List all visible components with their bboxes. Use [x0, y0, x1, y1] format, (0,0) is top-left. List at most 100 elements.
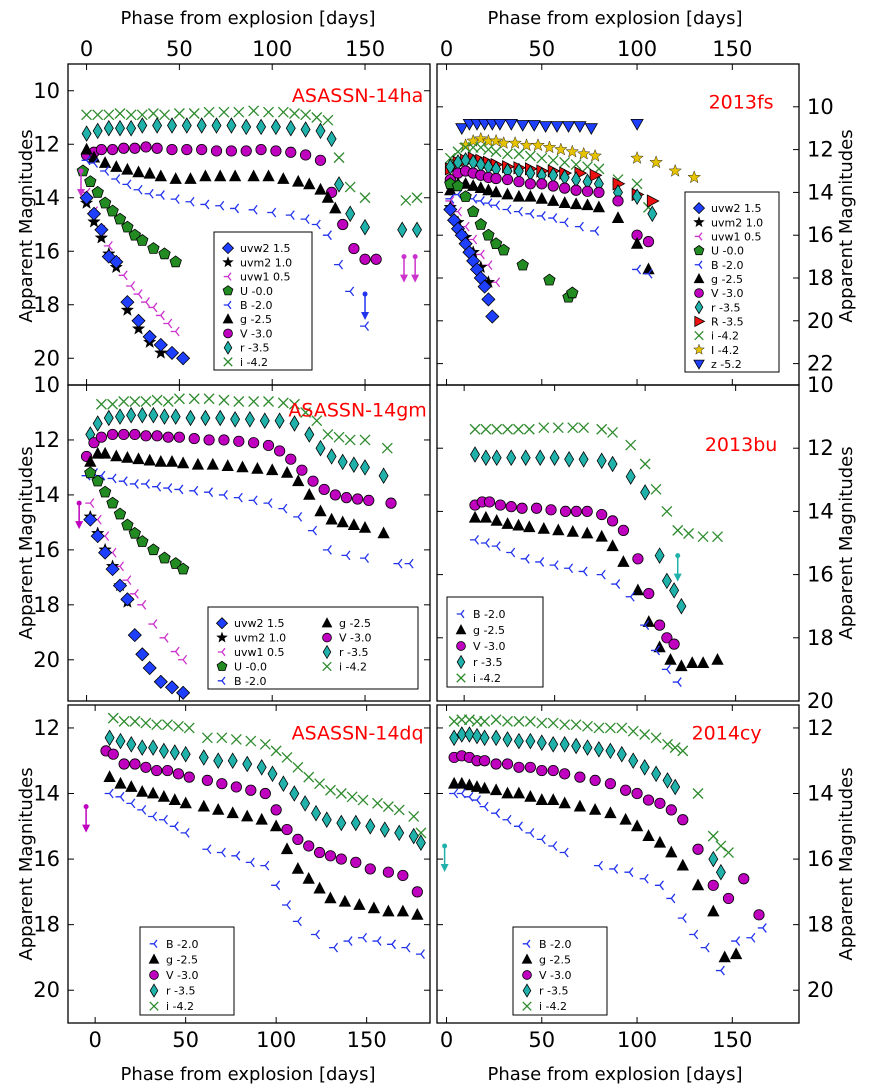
legend-marker-V	[223, 328, 233, 339]
point-g	[214, 169, 227, 182]
series-i	[444, 142, 654, 213]
point-r	[651, 765, 662, 783]
point-B	[502, 814, 512, 825]
point-i	[136, 109, 148, 121]
point-V	[216, 778, 228, 790]
point-i	[107, 712, 119, 724]
point-g	[329, 201, 342, 214]
y-tick-label: 10	[807, 373, 834, 397]
point-g	[277, 172, 290, 184]
point-B	[230, 203, 240, 214]
point-r	[311, 804, 321, 822]
point-V	[240, 145, 252, 157]
point-V	[225, 145, 237, 157]
point-r	[81, 125, 92, 142]
point-V	[337, 218, 349, 231]
point-uvw1	[170, 326, 180, 337]
point-B	[267, 207, 277, 218]
point-B	[700, 942, 710, 953]
point-r	[185, 409, 196, 427]
point-V	[300, 149, 312, 161]
point-U	[467, 205, 480, 217]
point-g	[691, 878, 705, 891]
point-V	[329, 489, 341, 501]
legend-marker-uvw2	[692, 202, 706, 215]
point-V	[140, 761, 152, 773]
point-i	[259, 738, 271, 750]
point-i	[593, 722, 605, 734]
point-z	[455, 123, 469, 136]
point-g	[512, 518, 525, 531]
series-V	[80, 428, 397, 509]
point-i	[381, 442, 393, 454]
point-r	[180, 745, 191, 763]
point-B	[248, 495, 258, 506]
point-V	[677, 814, 689, 826]
point-i	[513, 148, 525, 160]
point-B	[731, 936, 741, 946]
point-r	[200, 409, 211, 427]
point-i	[263, 396, 274, 407]
legend-marker-I	[693, 343, 705, 355]
legend-label: B -2.0	[234, 675, 267, 688]
point-B	[158, 814, 168, 825]
point-g	[478, 781, 491, 794]
point-V	[255, 144, 267, 156]
point-r	[662, 772, 673, 789]
point-g	[501, 786, 514, 799]
point-r	[315, 122, 326, 140]
point-B	[574, 221, 584, 232]
point-r	[661, 572, 672, 590]
point-g	[314, 504, 327, 517]
legend-marker-B	[522, 939, 531, 949]
point-r	[449, 729, 460, 747]
point-uvm2	[120, 303, 135, 316]
point-V	[382, 866, 394, 878]
point-r	[159, 408, 170, 425]
series-z	[455, 119, 644, 136]
point-i	[333, 152, 345, 164]
series-i	[81, 105, 423, 206]
legend-marker-r	[694, 300, 704, 315]
point-I	[531, 138, 545, 152]
point-g	[617, 555, 630, 567]
point-B	[506, 547, 516, 558]
point-V	[547, 180, 559, 192]
point-g	[121, 162, 134, 175]
point-I	[474, 131, 488, 145]
point-U	[98, 485, 112, 498]
point-B	[513, 821, 523, 832]
point-i	[203, 106, 215, 118]
point-i	[118, 715, 130, 727]
point-i	[707, 830, 719, 842]
point-g	[581, 198, 594, 211]
series-i	[448, 714, 734, 858]
legend-label: V -3.0	[339, 632, 371, 645]
point-i	[582, 720, 593, 732]
point-g	[303, 177, 316, 190]
point-g	[358, 521, 372, 533]
y-tick-label: 20	[33, 978, 60, 1002]
point-i	[245, 735, 257, 747]
point-uvw2	[127, 628, 142, 643]
point-B	[278, 503, 288, 514]
point-g	[80, 142, 93, 155]
point-z	[493, 119, 507, 131]
point-uvw1	[148, 302, 158, 313]
point-V	[631, 787, 643, 800]
point-V	[513, 176, 525, 188]
point-V	[559, 182, 571, 194]
point-i	[172, 720, 184, 732]
bottom-x-axis-label-left: Phase from explosion [days]	[121, 1064, 376, 1085]
point-i	[490, 146, 502, 158]
point-g	[292, 174, 305, 187]
point-V	[604, 778, 616, 790]
point-i	[248, 105, 260, 117]
point-g	[665, 845, 678, 858]
y-tick-label: 20	[33, 648, 60, 672]
legend-label: r -3.5	[240, 342, 269, 355]
point-g	[686, 656, 699, 668]
point-r	[103, 409, 114, 427]
point-V	[262, 439, 275, 452]
point-R	[589, 168, 603, 182]
